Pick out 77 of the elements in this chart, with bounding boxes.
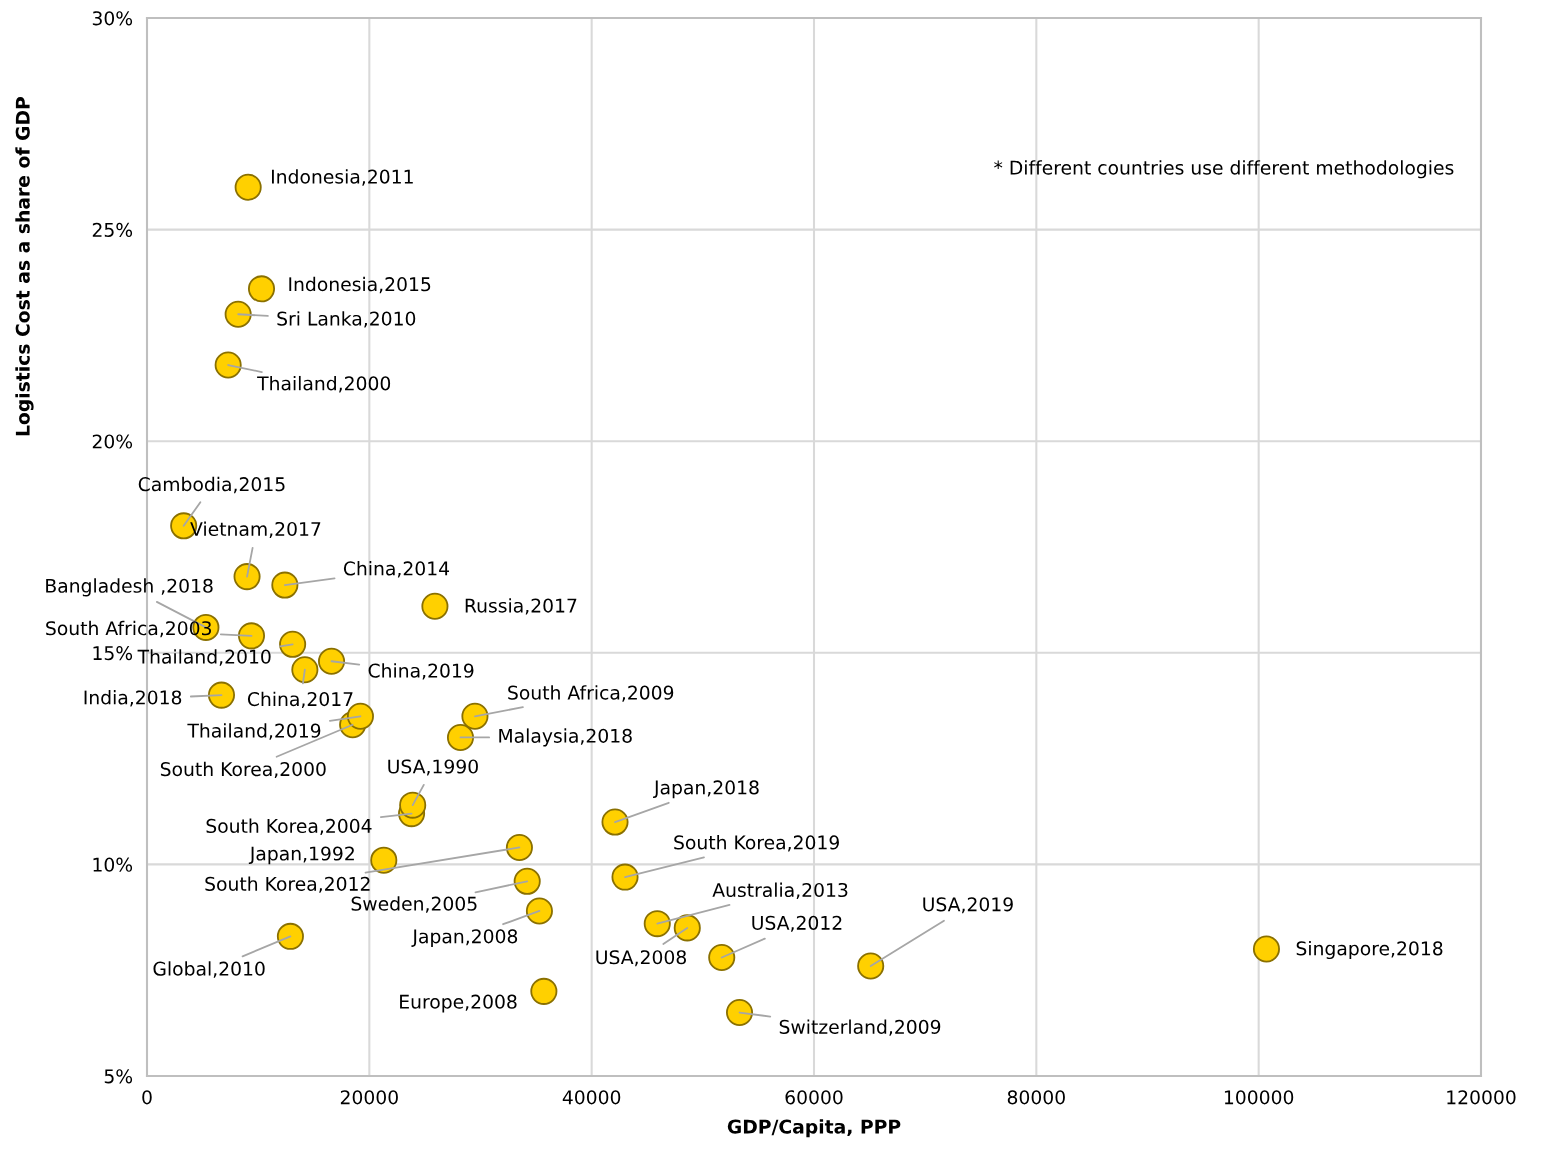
annotation: Sri Lanka,2010 — [277, 311, 416, 328]
annotation: Global,2010 — [153, 961, 265, 978]
x-tick-label: 0 — [142, 1090, 152, 1105]
annotation: Sweden,2005 — [351, 896, 477, 913]
annotation: Cambodia,2015 — [138, 476, 285, 494]
annotation: USA,2012 — [752, 915, 842, 932]
point — [233, 563, 261, 591]
x-tick-label: 60000 — [785, 1090, 843, 1105]
point — [1252, 935, 1280, 963]
annotation: South Africa,2009 — [508, 685, 674, 702]
annotation: Singapore,2018 — [1296, 940, 1443, 960]
annotation: * Different countries use different methodologies — [994, 160, 1454, 179]
annotation: Russia,2017 — [465, 598, 577, 615]
y-tick-label: 30% — [92, 11, 133, 26]
point — [446, 723, 475, 751]
annotation: USA,2019 — [923, 897, 1013, 914]
annotation: China,2014 — [343, 561, 450, 578]
point — [421, 592, 449, 620]
y-tick-label: 5% — [104, 1069, 133, 1084]
annotation: Switzerland,2009 — [779, 1019, 941, 1036]
annotation: Indonesia,2015 — [289, 276, 431, 294]
point — [271, 571, 299, 599]
point — [224, 300, 252, 328]
point — [207, 681, 236, 709]
point — [399, 791, 427, 819]
annotation: Japan,2018 — [653, 780, 759, 799]
point — [370, 846, 398, 874]
point — [237, 622, 266, 650]
annotation: India,2018 — [84, 690, 182, 707]
point — [318, 647, 346, 675]
y-tick-label: 15% — [93, 646, 133, 661]
point — [708, 943, 736, 972]
point — [513, 867, 541, 895]
annotation: Australia,2013 — [712, 882, 848, 899]
annotation: Thailand,2000 — [257, 375, 391, 393]
point — [525, 897, 553, 925]
annotation: South Korea,2012 — [205, 876, 370, 893]
point — [673, 914, 701, 942]
annotation: China,2017 — [247, 691, 353, 709]
annotation: South Korea,2004 — [206, 818, 372, 835]
x-tick-label: 20000 — [340, 1090, 398, 1105]
x-tick-label: 80000 — [1007, 1090, 1065, 1105]
annotation: China,2019 — [368, 663, 474, 680]
annotation: South Korea,2000 — [160, 761, 326, 779]
point — [234, 173, 262, 201]
point — [247, 275, 276, 303]
point — [291, 656, 319, 684]
point — [214, 351, 242, 379]
x-axis-title: GDP/Capita, PPP — [727, 1119, 901, 1138]
annotation: Thailand,2019 — [187, 723, 321, 740]
point — [279, 630, 307, 658]
annotation: Europe,2008 — [400, 994, 517, 1013]
x-tick-label: 40000 — [562, 1090, 621, 1105]
annotation: Thailand,2010 — [137, 649, 271, 666]
y-tick-label: 20% — [92, 434, 133, 449]
annotation: Japan,2008 — [411, 929, 518, 948]
point — [725, 998, 754, 1027]
point — [611, 863, 639, 891]
annotation: USA,2008 — [596, 950, 686, 967]
annotation: USA,1990 — [388, 759, 478, 776]
y-tick-label: 25% — [92, 222, 133, 237]
annotation: Bangladesh ,2018 — [46, 578, 213, 597]
point — [276, 922, 304, 950]
x-tick-label: 100000 — [1224, 1090, 1294, 1105]
point — [530, 977, 558, 1005]
annotation: Japan,1992 — [248, 846, 354, 865]
x-tick-label: 120000 — [1447, 1090, 1516, 1105]
point — [601, 808, 629, 836]
y-tick-label: 10% — [93, 857, 133, 872]
point — [857, 952, 885, 980]
point — [643, 910, 671, 938]
annotation: Indonesia,2011 — [272, 169, 413, 186]
y-axis-title: Logistics Cost as a share of GDP — [15, 97, 34, 436]
annotation: South Korea,2019 — [674, 835, 839, 852]
point — [461, 702, 489, 730]
point — [505, 833, 533, 861]
annotation: Malaysia,2018 — [499, 728, 632, 747]
